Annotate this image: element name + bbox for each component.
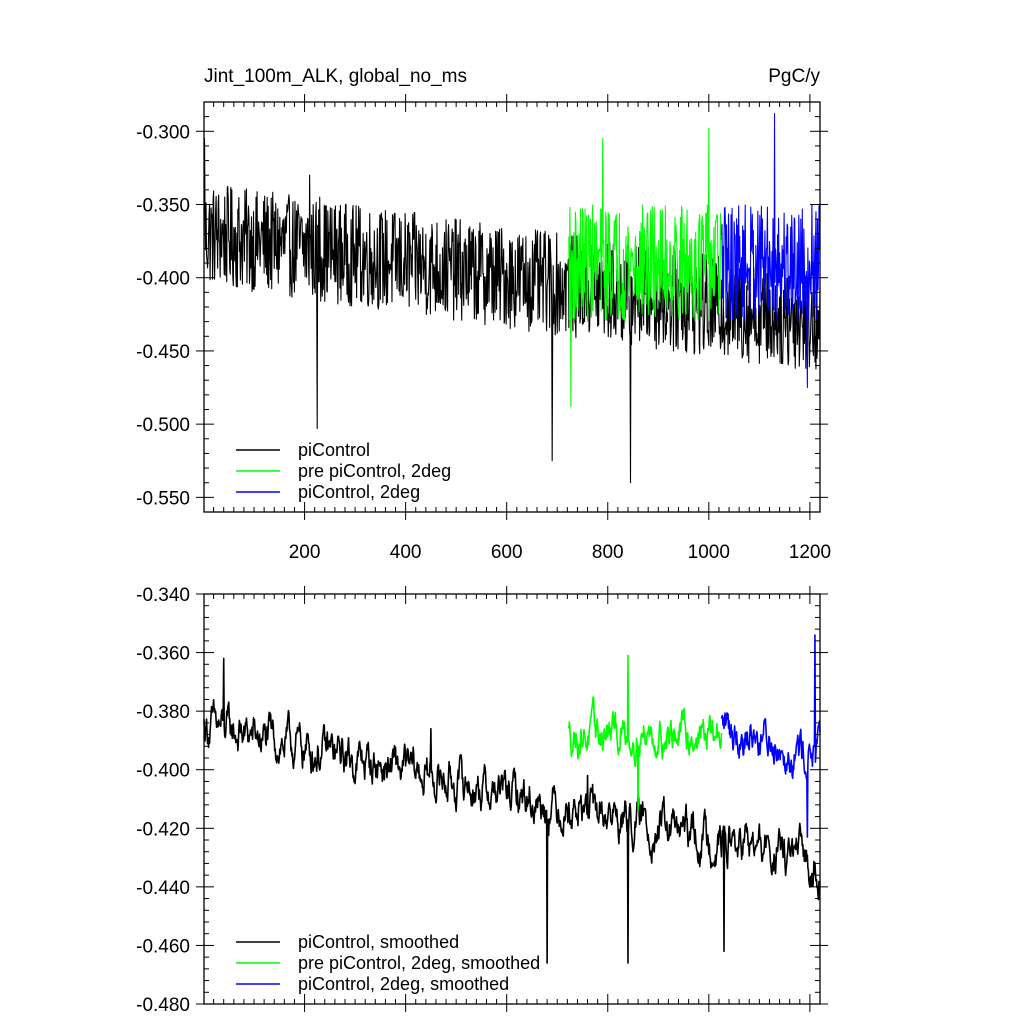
x-tick-label: 200: [289, 542, 321, 563]
y-tick-label: -0.380: [136, 702, 190, 723]
y-tick-label: -0.400: [136, 269, 190, 290]
y-tick-label: -0.460: [136, 936, 190, 957]
legend-label: piControl, 2deg, smoothed: [298, 974, 509, 994]
legend-label: piControl, smoothed: [298, 932, 459, 952]
bottom-plot-frame: [203, 593, 821, 1005]
series-group-bottom: [203, 634, 821, 964]
chart-title: Jint_100m_ALK, global_no_ms: [204, 66, 467, 87]
series-group-top: [203, 113, 821, 484]
legend-label: piControl, 2deg: [298, 482, 420, 502]
legend-label: pre piControl, 2deg, smoothed: [298, 953, 540, 973]
x-tick-label: 600: [491, 542, 523, 563]
x-tick-label: 400: [390, 542, 422, 563]
y-tick-label: -0.550: [136, 488, 190, 509]
series-line: [720, 634, 821, 838]
bottom-panel: -0.340 -0.360 -0.380 -0.400 -0.420 -0.440 -0.4…: [136, 585, 828, 1016]
legend-label: piControl: [298, 440, 370, 460]
y-tick-label: -0.340: [136, 585, 190, 606]
y-tick-label: -0.420: [136, 819, 190, 840]
series-line: [203, 138, 821, 484]
legend-label: pre piControl, 2deg: [298, 461, 451, 481]
series-line: [203, 657, 821, 964]
y-tick-label: -0.440: [136, 878, 190, 899]
x-tick-label: 800: [592, 542, 624, 563]
top-axes: -0.300 -0.350 -0.400 -0.450 -0.500 -0.550 200 4…: [136, 94, 831, 563]
x-tick-label: 1000: [688, 542, 730, 563]
y-tick-label: -0.360: [136, 644, 190, 665]
top-panel: Jint_100m_ALK, global_no_ms PgC/y -0.300…: [136, 66, 831, 563]
series-line: [568, 127, 723, 408]
x-tick-label: 1200: [789, 542, 831, 563]
y-tick-label: -0.500: [136, 415, 190, 436]
bottom-axes: -0.340 -0.360 -0.380 -0.400 -0.420 -0.440 -0.4…: [136, 585, 828, 1016]
y-tick-label: -0.300: [136, 122, 190, 143]
y-tick-label: -0.400: [136, 761, 190, 782]
series-line: [720, 113, 821, 389]
y-tick-label: -0.350: [136, 196, 190, 217]
units-label: PgC/y: [768, 66, 820, 87]
series-line: [568, 654, 723, 812]
y-tick-label: -0.450: [136, 342, 190, 363]
y-tick-label: -0.480: [136, 995, 190, 1016]
